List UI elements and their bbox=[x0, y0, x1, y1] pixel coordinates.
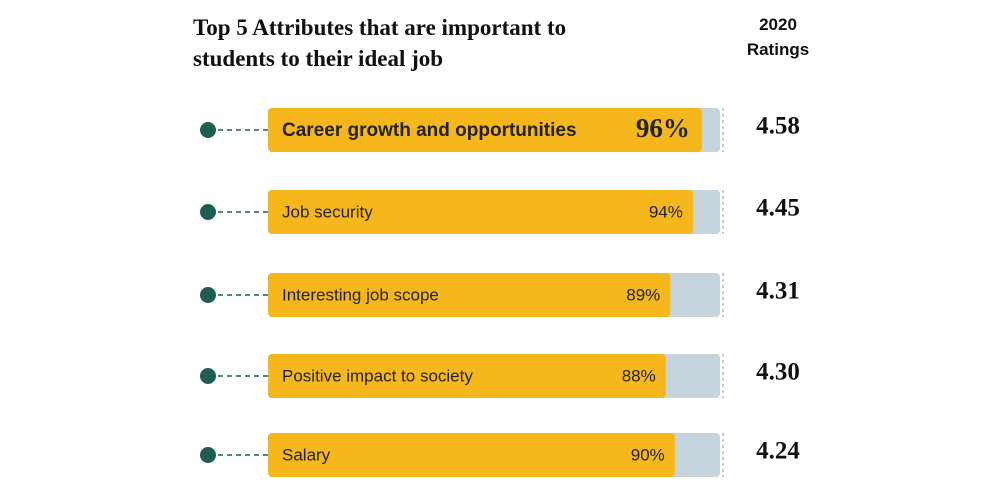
rating-label: 4.45 bbox=[756, 195, 800, 222]
bar bbox=[268, 273, 671, 317]
value-label: 96% bbox=[636, 113, 690, 143]
value-label: 88% bbox=[622, 366, 656, 385]
bullet-dot bbox=[200, 447, 216, 463]
rating-label: 4.24 bbox=[756, 438, 800, 465]
bar bbox=[268, 190, 693, 234]
bullet-dot bbox=[200, 122, 216, 138]
bar bbox=[268, 433, 675, 477]
ratings-header: 2020 Ratings bbox=[746, 15, 810, 59]
bar bbox=[268, 108, 702, 152]
category-label: Job security bbox=[282, 202, 373, 221]
bullet-dot bbox=[200, 204, 216, 220]
category-label: Interesting job scope bbox=[282, 285, 439, 304]
value-label: 94% bbox=[649, 202, 683, 221]
rating-label: 4.58 bbox=[756, 113, 800, 140]
rating-label: 4.30 bbox=[756, 359, 800, 386]
value-label: 89% bbox=[626, 285, 660, 304]
bullet-dot bbox=[200, 368, 216, 384]
chart-title: Top 5 Attributes that are important to s… bbox=[193, 15, 567, 71]
rating-label: 4.31 bbox=[756, 278, 800, 305]
bar bbox=[268, 354, 666, 398]
category-label: Salary bbox=[282, 445, 331, 464]
value-label: 90% bbox=[631, 445, 665, 464]
category-label: Career growth and opportunities bbox=[282, 120, 577, 141]
category-label: Positive impact to society bbox=[282, 366, 473, 385]
bullet-dot bbox=[200, 287, 216, 303]
